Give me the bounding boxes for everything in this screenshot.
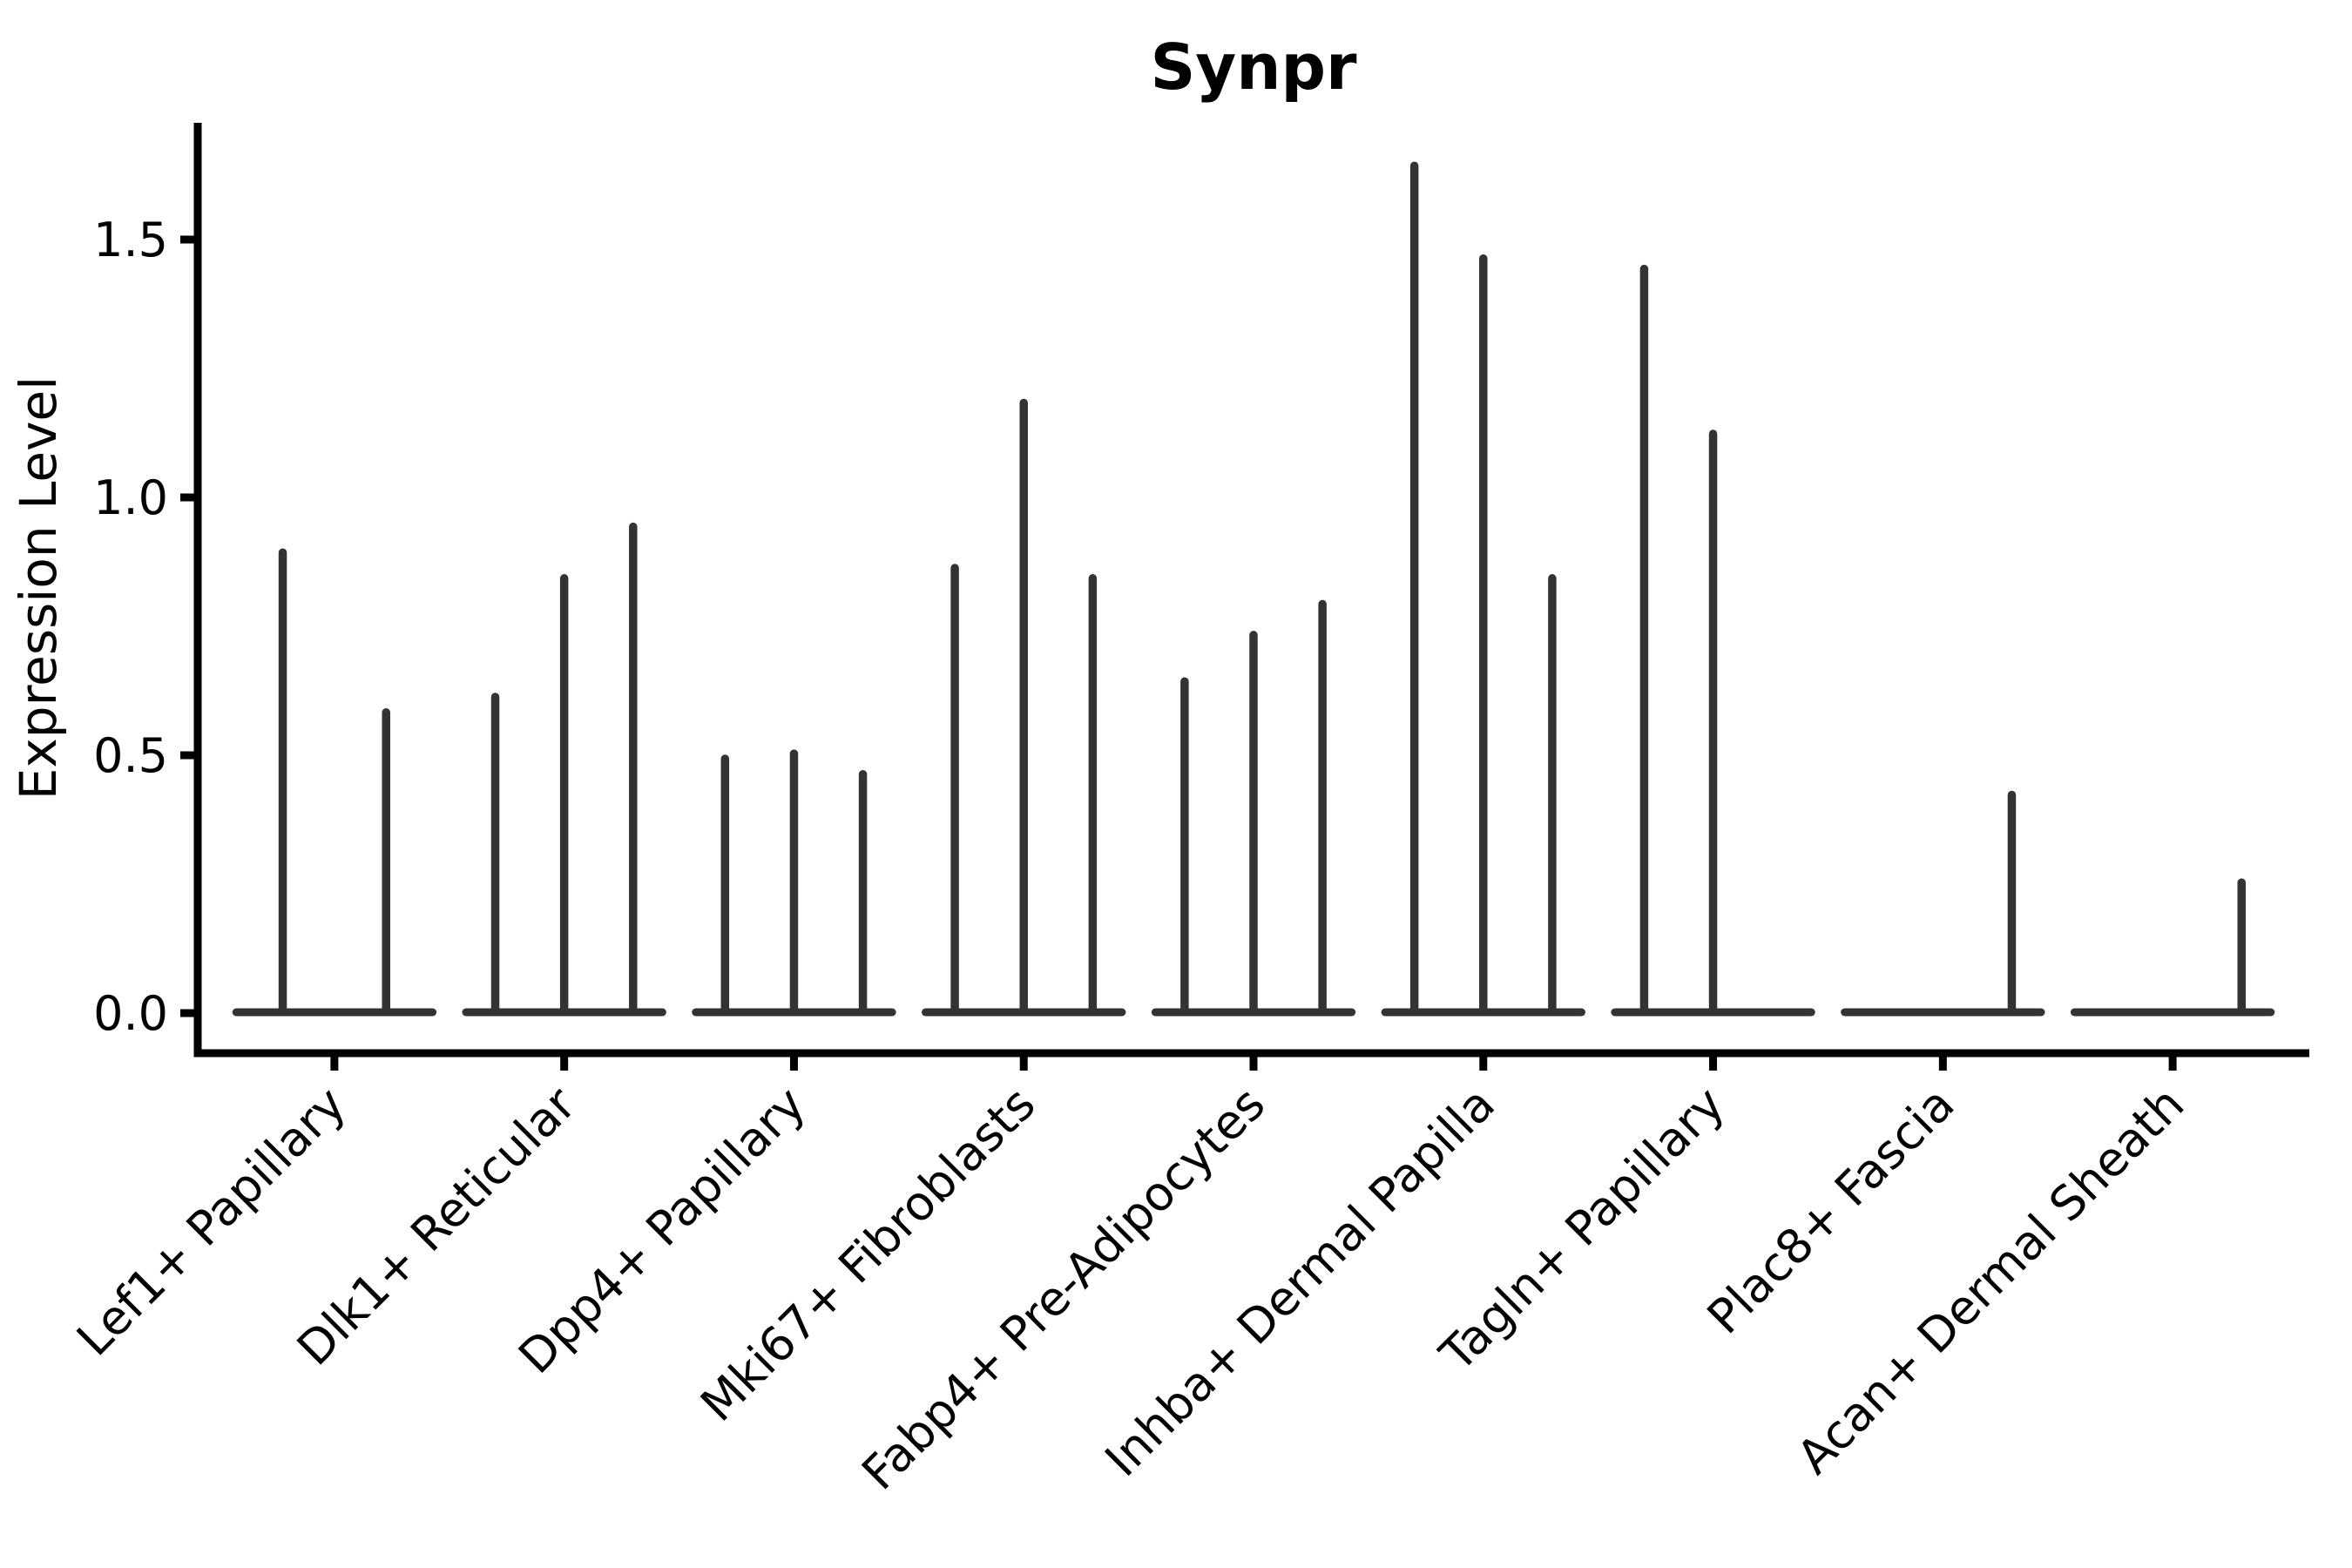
y-tick-label: 1.0 [93,470,168,525]
violin-group [232,548,437,1017]
violin-group [692,749,896,1017]
violin-group [1151,599,1356,1017]
x-tick-label: Plac8+ Fascia [1697,1077,1965,1345]
y-axis-label: Expression Level [9,376,68,800]
y-tick-label: 1.5 [93,213,168,267]
y-axis-ticks: 0.0 0.5 1.0 1.5 [93,213,198,1041]
violin-group [462,522,666,1017]
violin-group [2070,878,2275,1017]
violin-group [922,398,1126,1017]
violin-group [1841,790,2045,1017]
y-tick-label: 0.0 [93,986,168,1041]
x-tick-label: Acan+ Dermal Sheath [1787,1077,2194,1484]
x-tick-label: Fabp4+ Pre-Adipocytes [851,1077,1275,1501]
violin-group [1611,264,1815,1017]
violin-series [232,161,2275,1017]
x-tick-label: Inhba+ Dermal Papilla [1095,1077,1505,1487]
violin-group [1381,161,1585,1017]
chart-title: Synpr [1150,30,1357,104]
y-tick-label: 0.5 [93,728,168,783]
